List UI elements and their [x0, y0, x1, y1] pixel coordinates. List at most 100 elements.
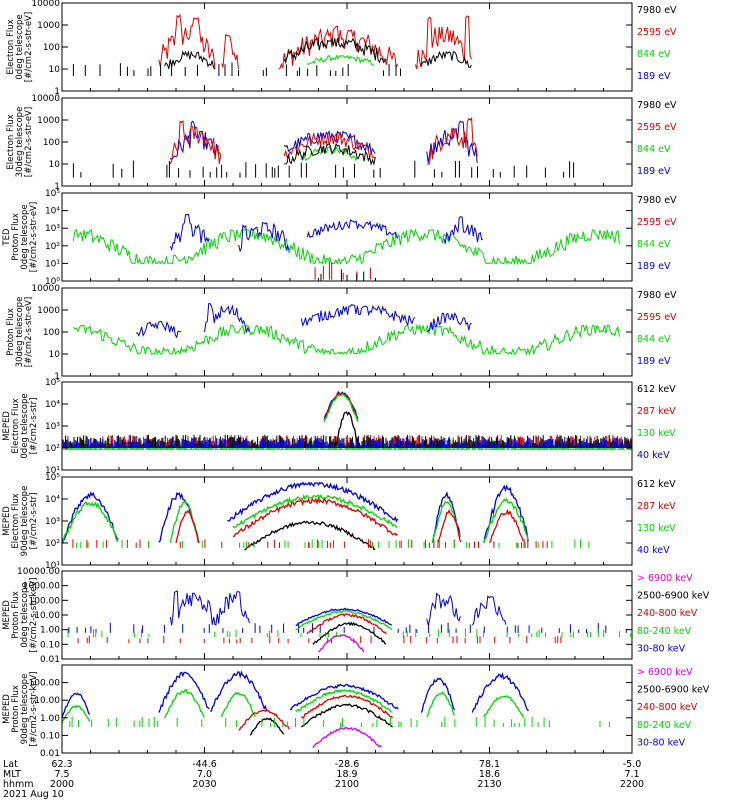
series-trace	[72, 160, 575, 178]
series-trace	[426, 116, 478, 165]
series-trace	[169, 213, 210, 252]
series-trace	[61, 692, 91, 718]
y-tick-label: 10000	[31, 284, 60, 294]
series-trace	[306, 613, 387, 635]
legend-entry: 80-240 keV	[637, 720, 692, 731]
y-axis-label: [#/cm2-s-str-eV]	[29, 202, 39, 272]
y-tick-label: 10⁴	[45, 495, 60, 505]
y-axis-label: 90deg telescope	[20, 674, 30, 745]
x-tick-label: 7.1	[624, 769, 639, 780]
y-axis-label: Electron Flux	[11, 398, 21, 453]
series-trace	[164, 49, 216, 70]
y-tick-label: 10²	[45, 242, 60, 252]
series-trace	[227, 481, 399, 523]
series-trace	[232, 493, 398, 529]
panel-6: 10¹ 10² 10³ 10⁴ 10⁵ MEPED Electron Flux 90deg t…	[2, 473, 676, 571]
legend-entry: 287 keV	[637, 501, 676, 512]
series-trace	[488, 508, 524, 544]
series-trace	[72, 62, 401, 76]
y-axis-label: 0deg telescope	[15, 14, 25, 79]
y-tick-label: 100.00	[29, 679, 61, 689]
series-trace	[210, 670, 268, 712]
series-trace	[426, 312, 472, 333]
series-trace	[318, 634, 365, 653]
y-tick-label: 100	[43, 328, 60, 338]
series-trace	[215, 591, 250, 626]
legend-entry: > 6900 keV	[637, 667, 693, 678]
x-tick-label: -5.0	[623, 759, 642, 770]
series-trace	[426, 120, 478, 163]
y-tick-label: 10	[49, 65, 61, 75]
legend-entry: 40 keV	[637, 545, 670, 556]
series-trace	[204, 302, 250, 334]
y-tick-label: 10³	[45, 422, 60, 432]
series-trace	[175, 509, 200, 544]
series-trace	[135, 321, 181, 339]
y-axis-label: Electron Flux	[11, 493, 21, 548]
x-tick-label: 18.6	[479, 769, 500, 780]
y-tick-label: 0.10	[40, 731, 60, 741]
series-trace	[169, 119, 222, 165]
panel-5: 10¹ 10² 10³ 10⁴ 10⁵ MEPED Electron Flux 0deg te…	[2, 378, 676, 476]
y-axis-label: Proton Flux	[6, 308, 16, 356]
y-tick-label: 10²	[45, 444, 60, 454]
y-tick-label: 10⁵	[45, 189, 60, 199]
panel-2: 1 10 100 1000 10000 Electron Flux 30deg telesc…	[6, 94, 677, 192]
series-trace	[73, 323, 620, 356]
series-trace	[314, 260, 371, 280]
series-trace	[295, 607, 393, 627]
series-trace	[420, 50, 472, 69]
y-tick-label: 10000	[31, 0, 60, 9]
legend-entry: 240-800 keV	[637, 608, 698, 619]
y-axis-label: MEPED	[2, 411, 12, 441]
series-trace	[61, 491, 119, 544]
series-trace	[312, 726, 382, 749]
y-tick-label: 10.00	[34, 611, 60, 621]
panel-4: 1 10 100 1000 10000 Proton Flux 30deg telescop…	[6, 284, 677, 382]
series-trace	[283, 131, 376, 159]
legend-entry: > 6900 keV	[637, 573, 693, 584]
y-tick-label: 1000	[37, 116, 60, 126]
x-tick-label: 7.5	[54, 769, 69, 780]
panel-1: 1 10 100 1000 10000 Electron Flux 0deg telesco…	[6, 0, 677, 97]
y-tick-label: 10⁰	[45, 277, 60, 287]
y-tick-label: 10⁵	[45, 378, 60, 388]
panel-frame	[61, 570, 633, 660]
date-label: 2021 Aug 10	[3, 789, 64, 800]
y-axis-label: [#/cm2-s-str]	[29, 398, 39, 455]
y-tick-label: 10.00	[34, 696, 60, 706]
series-trace	[76, 539, 590, 548]
y-tick-label: 10³	[45, 224, 60, 234]
series-trace	[414, 15, 472, 70]
y-axis-label: MEPED	[2, 600, 12, 630]
y-axis-label: [#/cm2-s-str-eV]	[24, 297, 34, 367]
series-trace	[437, 508, 462, 543]
y-axis-label: Electron Flux	[6, 114, 16, 169]
series-trace	[158, 13, 216, 70]
series-trace	[471, 595, 507, 626]
legend-entry: 130 keV	[637, 523, 676, 534]
y-axis-label: Proton Flux	[11, 213, 21, 261]
y-axis-label: [#/cm2-s-str-eV]	[24, 12, 34, 82]
legend-entry: 7980 eV	[637, 100, 677, 111]
legend-entry: 287 keV	[637, 406, 676, 417]
legend-entry: 80-240 keV	[637, 626, 692, 637]
x-tick-label: 18.9	[336, 769, 357, 780]
series-trace	[323, 392, 359, 421]
series-trace	[443, 216, 484, 244]
series-trace	[61, 716, 610, 727]
legend-entry: 7980 eV	[637, 195, 677, 206]
y-tick-label: 1.00	[40, 714, 60, 724]
series-trace	[283, 37, 387, 64]
panel-8: 0.01 0.10 1.00 10.00 100.00 MEPED Proton Flux 9…	[2, 664, 710, 759]
x-tick-label: -44.6	[192, 759, 217, 770]
y-tick-label: 10	[49, 160, 61, 170]
panel-frame	[61, 2, 633, 92]
x-tick-label: 78.1	[479, 759, 500, 770]
series-trace	[300, 694, 394, 719]
y-tick-label: 1000	[37, 306, 60, 316]
x-axis-row-label: hhmm	[3, 779, 34, 790]
series-trace	[420, 677, 456, 713]
